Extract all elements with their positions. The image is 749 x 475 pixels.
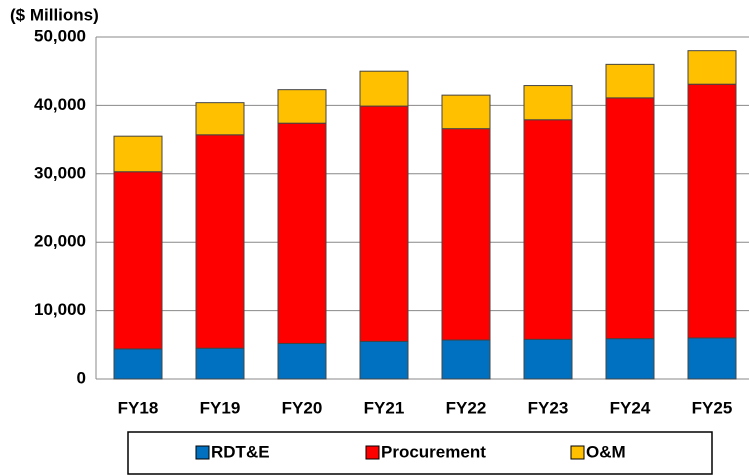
- bar-segment: [687, 83, 737, 339]
- x-tick-label: FY22: [446, 398, 487, 417]
- y-tick-label: 40,000: [34, 95, 86, 114]
- y-tick-label: 50,000: [34, 26, 86, 45]
- y-axis-label: ($ Millions): [10, 5, 99, 24]
- bar-segment: [195, 102, 245, 136]
- x-tick-label: FY24: [610, 398, 651, 417]
- x-tick-label: FY20: [282, 398, 323, 417]
- legend-swatch: [570, 445, 585, 460]
- bar-segment: [523, 85, 573, 121]
- bar-segment: [687, 337, 737, 380]
- bar-segment: [687, 50, 737, 85]
- bar-segment: [113, 348, 163, 380]
- bar-segment: [605, 97, 655, 340]
- legend-swatch: [195, 445, 210, 460]
- x-tick-label: FY23: [528, 398, 569, 417]
- legend-label: Procurement: [381, 442, 486, 461]
- bar-segment: [441, 94, 491, 130]
- bar-segment: [277, 122, 327, 344]
- bar-segment: [441, 339, 491, 380]
- y-tick-label: 0: [77, 368, 86, 387]
- bar-segment: [195, 347, 245, 380]
- y-tick-label: 10,000: [34, 300, 86, 319]
- bar-segment: [523, 119, 573, 340]
- x-tick-label: FY21: [364, 398, 405, 417]
- bar-segment: [195, 134, 245, 349]
- bar-segment: [605, 338, 655, 380]
- x-tick-label: FY19: [200, 398, 241, 417]
- x-tick-label: FY18: [118, 398, 159, 417]
- bar-segment: [359, 70, 409, 107]
- bar-segment: [113, 135, 163, 173]
- bar-segment: [359, 105, 409, 342]
- bar-segment: [441, 128, 491, 341]
- y-tick-label: 20,000: [34, 232, 86, 251]
- bar-segment: [113, 171, 163, 350]
- bar-segment: [359, 340, 409, 380]
- legend-box: [127, 431, 713, 475]
- x-tick-label: FY25: [692, 398, 733, 417]
- legend-label: RDT&E: [211, 442, 270, 461]
- y-tick-label: 30,000: [34, 163, 86, 182]
- bar-segment: [277, 342, 327, 380]
- bar-segment: [277, 89, 327, 124]
- bar-segment: [523, 338, 573, 380]
- bar-segment: [605, 63, 655, 99]
- legend-swatch: [365, 445, 380, 460]
- legend-label: O&M: [586, 442, 626, 461]
